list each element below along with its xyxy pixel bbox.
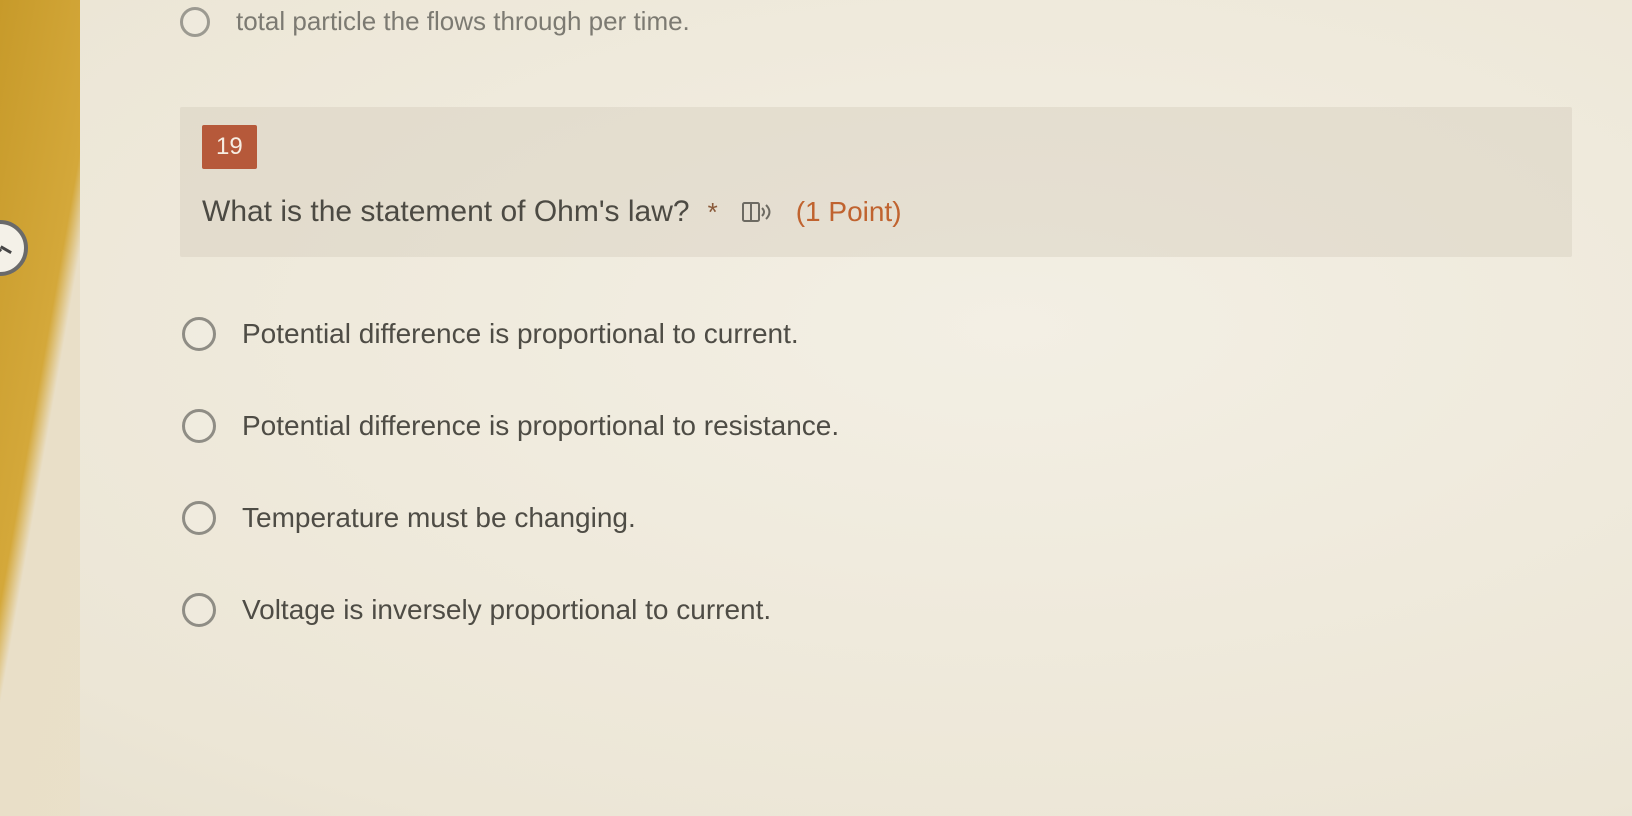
radio-icon[interactable] — [182, 409, 216, 443]
option-row[interactable]: Potential difference is proportional to … — [180, 409, 1572, 443]
immersive-reader-icon — [742, 200, 772, 224]
previous-question-last-option[interactable]: total particle the flows through per tim… — [180, 0, 1572, 107]
option-row[interactable]: Temperature must be changing. — [180, 501, 1572, 535]
radio-icon[interactable] — [182, 317, 216, 351]
radio-icon[interactable] — [182, 593, 216, 627]
option-label: Temperature must be changing. — [242, 502, 636, 534]
option-row[interactable]: Potential difference is proportional to … — [180, 317, 1572, 351]
radio-icon[interactable] — [182, 501, 216, 535]
option-label: total particle the flows through per tim… — [236, 6, 690, 37]
question-text: What is the statement of Ohm's law? — [202, 195, 690, 229]
question-card: 19 What is the statement of Ohm's law? *… — [180, 107, 1572, 257]
radio-icon[interactable] — [180, 7, 210, 37]
option-label: Potential difference is proportional to … — [242, 318, 799, 350]
option-label: Potential difference is proportional to … — [242, 410, 839, 442]
option-label: Voltage is inversely proportional to cur… — [242, 594, 771, 626]
immersive-reader-button[interactable] — [742, 200, 772, 224]
question-number-badge: 19 — [202, 125, 257, 169]
option-row[interactable]: Voltage is inversely proportional to cur… — [180, 593, 1572, 627]
required-mark: * — [708, 197, 718, 228]
points-label: (1 Point) — [796, 196, 902, 228]
form-page: total particle the flows through per tim… — [80, 0, 1632, 816]
question-row: What is the statement of Ohm's law? * (1… — [202, 195, 1550, 229]
clock-decoration — [0, 220, 28, 276]
